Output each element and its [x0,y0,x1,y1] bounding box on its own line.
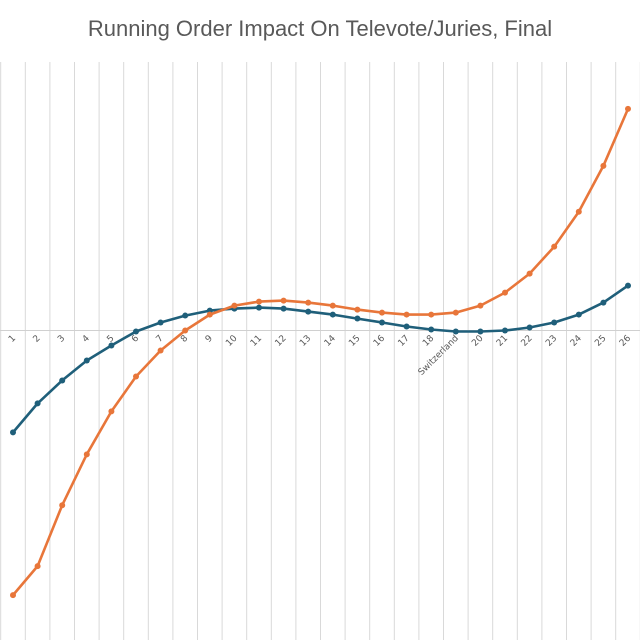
data-point [575,311,582,318]
data-point [477,302,484,309]
x-tick-label: 3 [56,334,67,345]
x-tick-label: 23 [544,334,559,349]
data-point [625,282,631,289]
data-point [428,311,435,318]
data-point [329,302,336,309]
data-point [526,270,533,277]
data-point [551,243,558,250]
data-point [34,563,41,570]
data-point [83,357,90,364]
data-point [477,328,484,335]
gridlines [0,62,640,640]
x-tick-label: 25 [593,334,608,349]
x-tick-label: 12 [274,334,289,349]
x-tick-label: 17 [397,334,412,349]
data-point [305,308,312,315]
x-tick-label: 13 [298,334,313,349]
data-point [182,312,189,319]
data-point [59,502,66,509]
x-tick-label: 18 [421,333,436,348]
x-tick-label: 20 [470,333,485,348]
x-tick-label: 10 [224,333,239,348]
x-tick-label: 21 [495,334,510,349]
data-point [502,327,508,334]
data-point [10,592,16,599]
x-tick-label: 9 [204,333,215,344]
data-point [625,105,631,112]
data-point [600,162,607,169]
data-point [379,309,385,316]
x-tick-label: 7 [155,334,166,345]
x-tick-label: 26 [618,333,633,348]
data-point [133,328,139,335]
x-tick-label: 1 [7,334,18,345]
data-point [280,305,287,312]
chart-title: Running Order Impact On Televote/Juries,… [87,16,553,41]
x-tick-label: 14 [323,333,338,348]
data-point [526,324,533,331]
data-point [34,400,41,407]
data-point [59,377,66,384]
data-point [354,315,361,322]
x-tick-label: 6 [130,333,141,344]
x-tick-label: 24 [569,333,584,348]
x-tick-label: 4 [81,333,92,344]
data-point [108,408,115,415]
data-point [379,319,385,326]
x-tick-label: 15 [347,334,362,349]
series-line-2 [12,108,630,596]
data-point [157,347,164,354]
data-point [83,451,90,458]
data-point [182,327,189,334]
data-point [133,373,139,380]
data-point [157,319,164,326]
data-point [452,309,459,316]
data-point [206,311,213,318]
x-tick-label: 5 [105,334,116,345]
data-point [280,297,287,304]
x-tick-label: 16 [372,333,387,348]
data-point [354,306,361,313]
data-point [452,328,459,335]
data-point [256,298,262,305]
data-point [403,311,410,318]
x-tick-label: 11 [249,334,264,349]
data-point [403,323,410,330]
data-point [256,304,262,311]
x-tick-label: 2 [32,334,43,345]
data-point [305,299,312,306]
data-point [329,311,336,318]
series-lines [10,105,631,599]
data-point [231,302,238,309]
data-point [575,208,582,215]
data-point [428,326,435,333]
data-point [10,429,16,436]
x-tick-label: 22 [520,334,535,349]
series-line-1 [12,284,629,434]
data-point [551,319,558,326]
data-point [108,342,115,349]
data-point [502,289,508,296]
data-point [600,299,607,306]
x-tick-label: 8 [179,333,190,344]
